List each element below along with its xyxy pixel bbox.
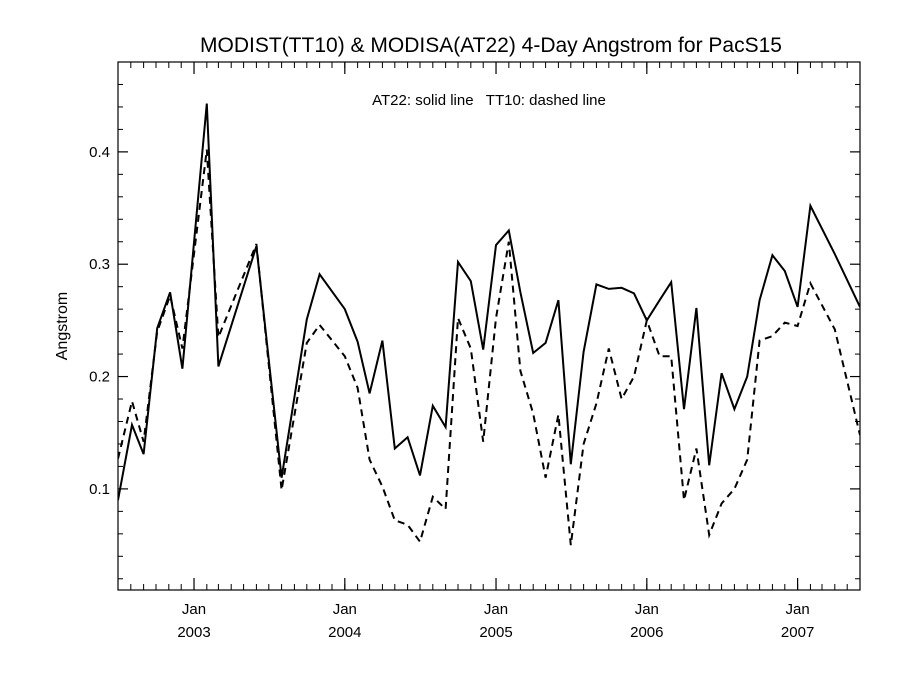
y-tick-label: 0.2 (89, 369, 110, 386)
y-tick-label: 0.4 (89, 144, 110, 161)
y-axis-label: Angstrom (54, 292, 71, 360)
x-tick-label-month: Jan (333, 601, 357, 618)
series-line-at22 (118, 103, 860, 501)
series-line-tt10 (118, 149, 860, 546)
x-tick-label-year: 2007 (781, 624, 814, 641)
x-tick-label-year: 2006 (630, 624, 663, 641)
y-tick-label: 0.3 (89, 256, 110, 273)
x-tick-label-year: 2004 (328, 624, 361, 641)
x-tick-label-month: Jan (182, 601, 206, 618)
x-tick-label-month: Jan (484, 601, 508, 618)
x-tick-label-month: Jan (635, 601, 659, 618)
plot-area: 0.1 0.2 0.3 0.4 Jan 2003 Jan 2004 Jan 2005 Jan 2006… (89, 61, 861, 641)
x-tick-label-month: Jan (786, 601, 810, 618)
plot-frame (117, 61, 861, 591)
y-tick-label: 0.1 (89, 481, 110, 498)
legend-annotation: AT22: solid line TT10: dashed line (372, 92, 606, 109)
x-tick-label-year: 2003 (177, 624, 210, 641)
x-tick-label-year: 2005 (479, 624, 512, 641)
chart-title: MODIST(TT10) & MODISA(AT22) 4-Day Angstr… (200, 34, 782, 57)
